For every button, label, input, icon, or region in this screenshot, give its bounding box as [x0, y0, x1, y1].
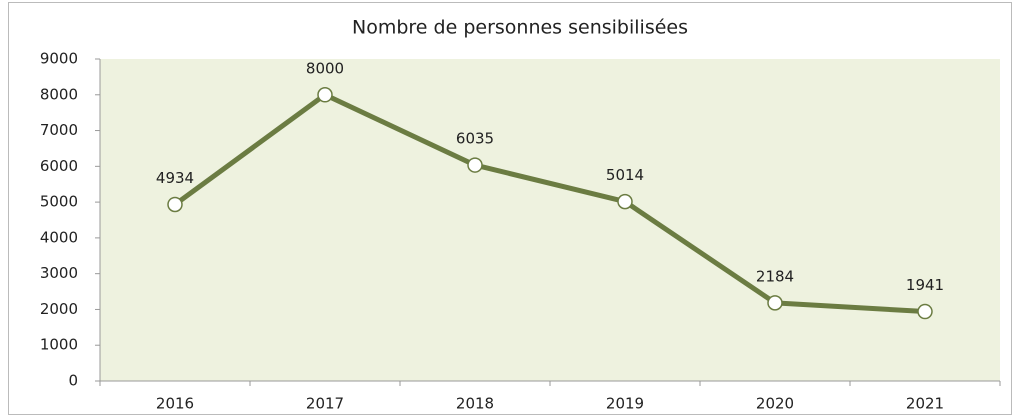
y-tick-label: 4000 [40, 228, 78, 246]
chart-title: Nombre de personnes sensibilisées [352, 17, 688, 39]
y-tick-label: 1000 [40, 336, 78, 354]
data-label: 8000 [306, 59, 344, 77]
y-tick-label: 5000 [40, 193, 78, 211]
x-tick-label: 2019 [606, 395, 644, 413]
data-point [317, 87, 333, 103]
y-tick-label: 7000 [40, 121, 78, 139]
data-point [467, 157, 483, 173]
x-tick-label: 2020 [756, 395, 794, 413]
y-tick-label: 2000 [40, 300, 78, 318]
plot-area [100, 59, 1000, 381]
x-tick-label: 2017 [306, 395, 344, 413]
data-label: 5014 [606, 166, 644, 184]
data-label: 1941 [906, 276, 944, 294]
data-line [173, 92, 926, 315]
data-label: 4934 [156, 169, 194, 187]
x-tick-label: 2016 [156, 395, 194, 413]
data-point [767, 295, 783, 311]
data-point [917, 303, 933, 320]
data-label: 6035 [456, 130, 494, 148]
data-label: 2184 [756, 267, 794, 285]
y-tick-label: 0 [68, 372, 78, 390]
data-point [167, 196, 183, 213]
y-tick-label: 8000 [40, 85, 78, 103]
y-tick-label: 3000 [40, 264, 78, 282]
y-tick-label: 6000 [40, 157, 78, 175]
data-point [617, 193, 633, 210]
x-tick-label: 2021 [906, 395, 944, 413]
x-tick-label: 2018 [456, 395, 494, 413]
y-tick-label: 9000 [40, 50, 78, 68]
